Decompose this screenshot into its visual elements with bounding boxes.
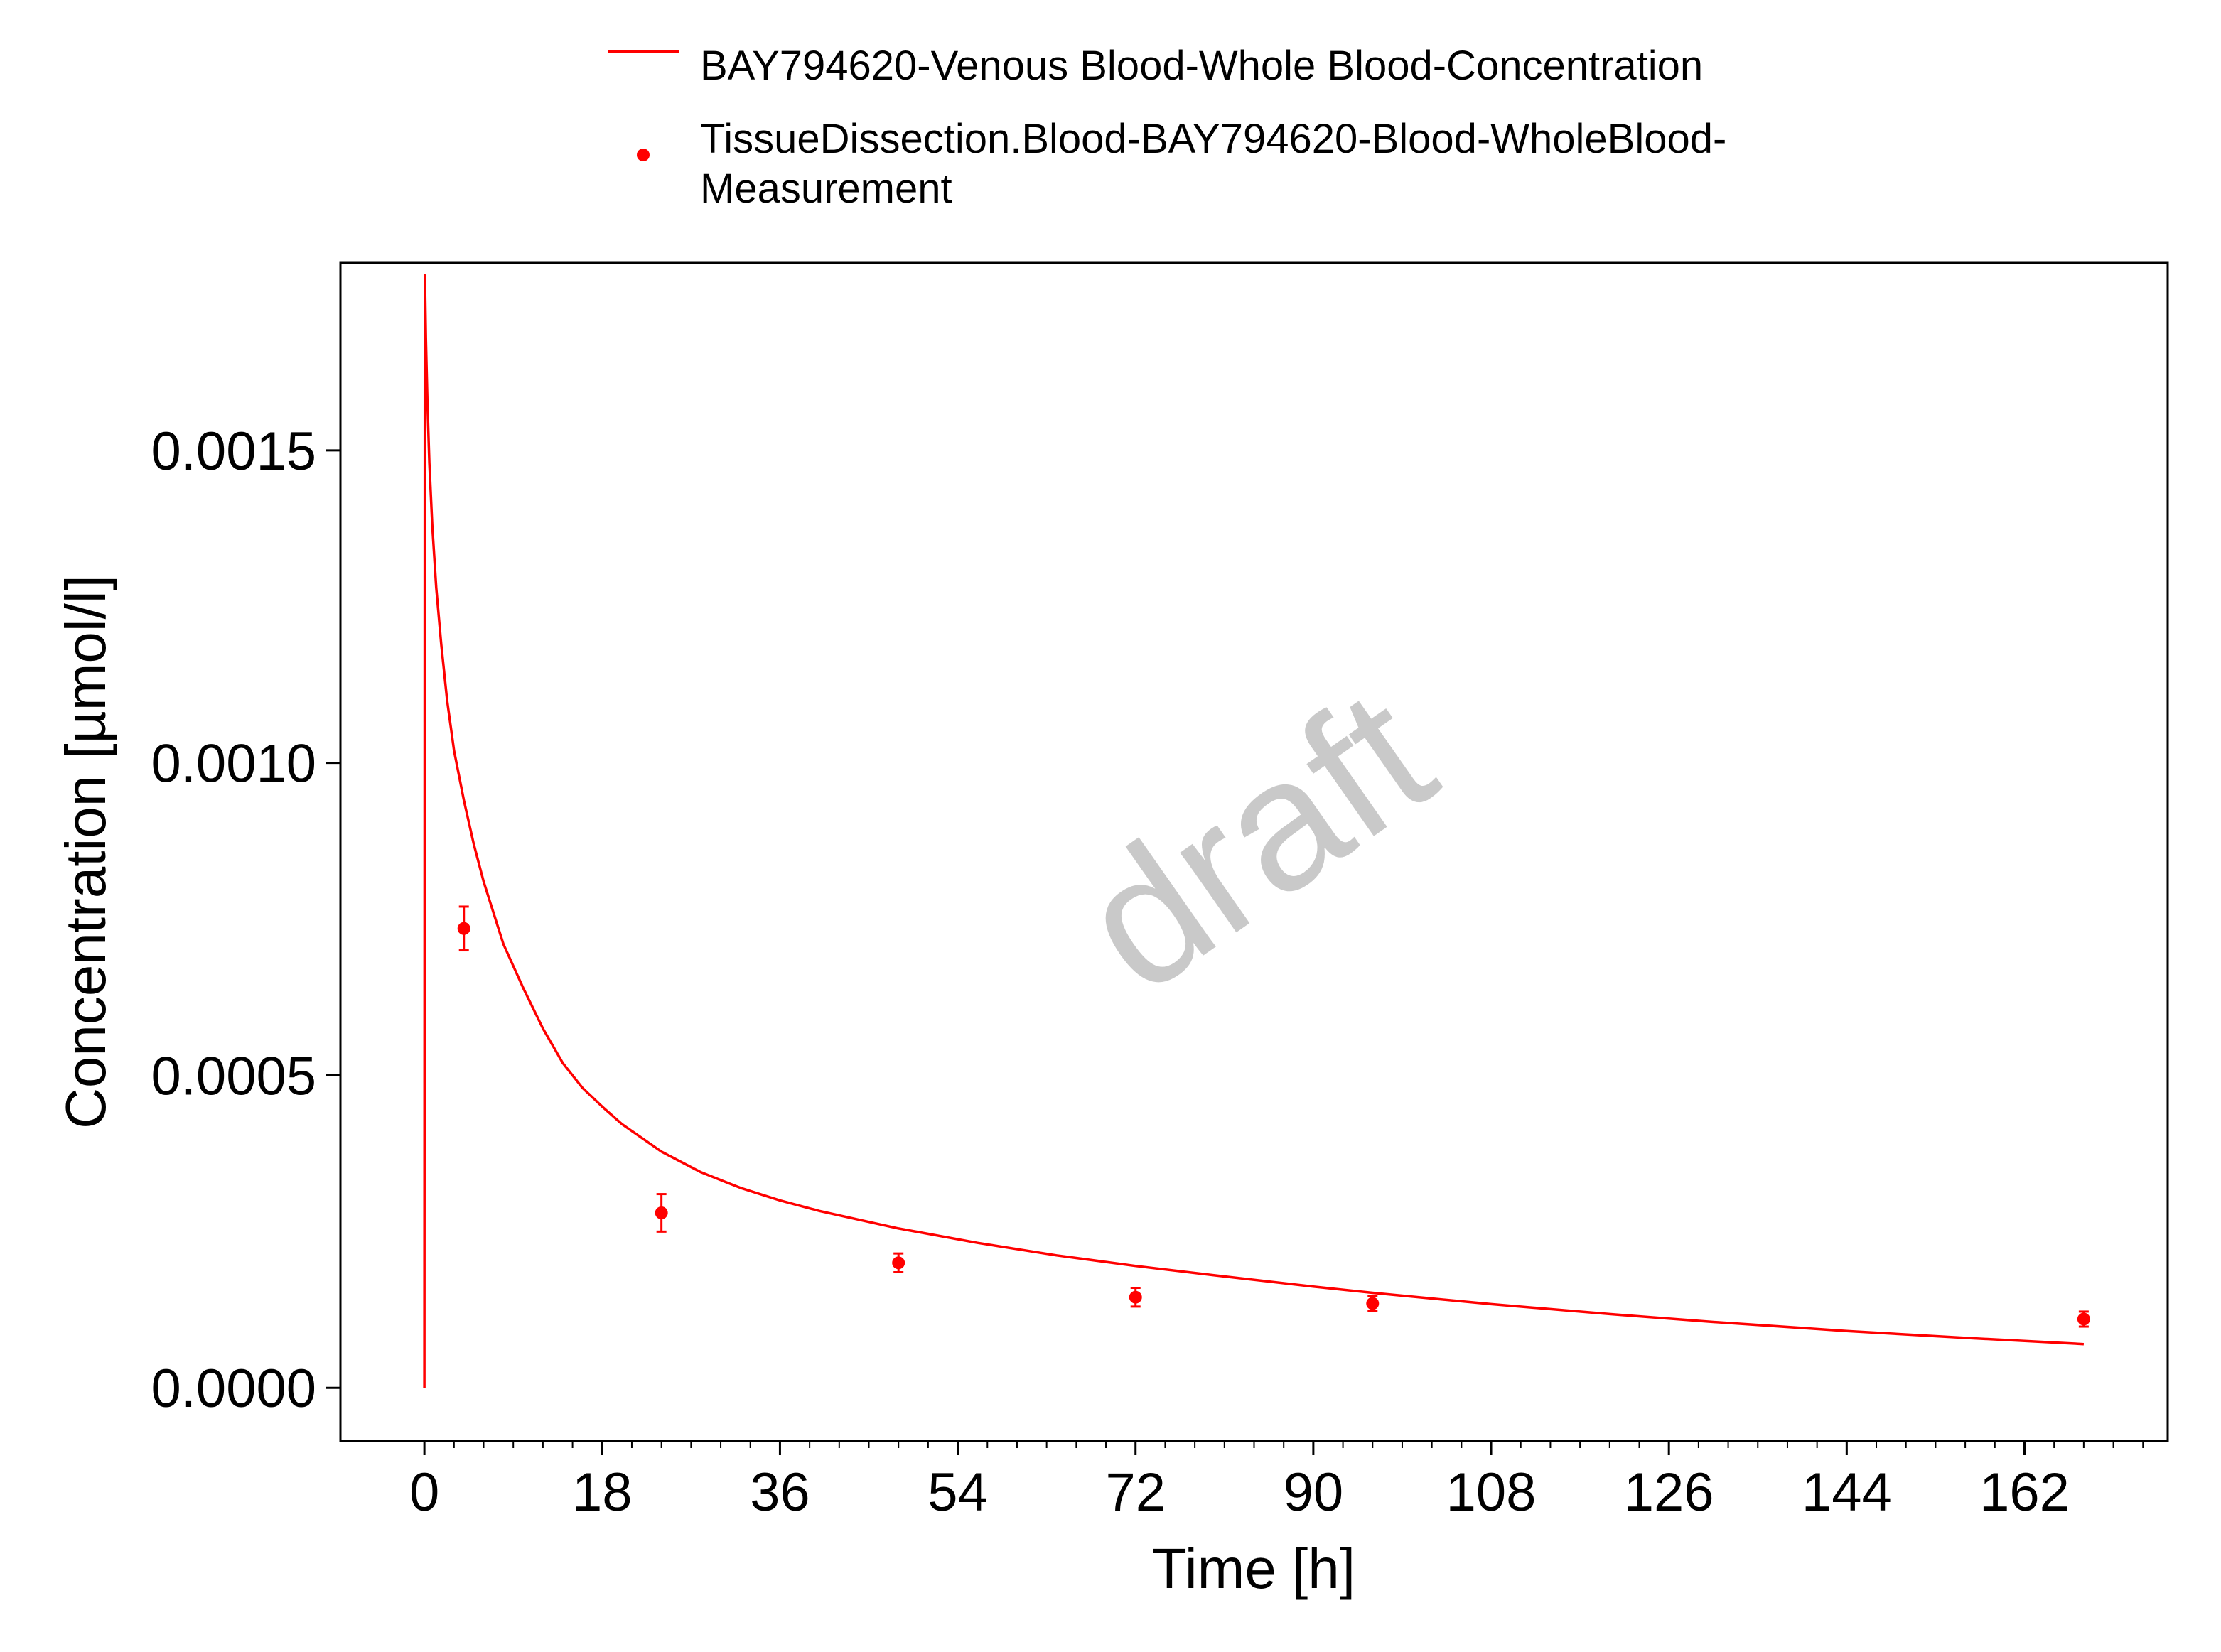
x-tick-label: 90 xyxy=(1284,1462,1344,1523)
x-tick-label: 0 xyxy=(409,1462,439,1523)
y-axis: 0.0000 0.0005 0.0010 0.0015 xyxy=(151,421,340,1419)
x-tick-label: 162 xyxy=(1979,1462,2070,1523)
x-tick-label: 144 xyxy=(1802,1462,1892,1523)
data-point xyxy=(655,1206,668,1219)
y-tick-label: 0.0005 xyxy=(151,1046,316,1106)
x-tick-label: 54 xyxy=(927,1462,988,1523)
data-point xyxy=(1366,1297,1380,1310)
x-tick-label: 126 xyxy=(1624,1462,1714,1523)
legend: BAY794620-Venous Blood-Whole Blood-Conce… xyxy=(608,43,1726,212)
x-tick-label: 18 xyxy=(572,1462,633,1523)
x-tick-label: 36 xyxy=(750,1462,810,1523)
x-axis: 0 18 36 54 72 90 108 126 144 162 xyxy=(409,1441,2144,1523)
legend-label-line: BAY794620-Venous Blood-Whole Blood-Conce… xyxy=(700,43,1703,89)
y-axis-title: Concentration [µmol/l] xyxy=(54,575,117,1129)
x-axis-title: Time [h] xyxy=(1152,1537,1355,1600)
x-tick-label: 108 xyxy=(1446,1462,1537,1523)
legend-label-point-1: TissueDissection.Blood-BAY794620-Blood-W… xyxy=(700,116,1726,162)
y-tick-label: 0.0015 xyxy=(151,421,316,482)
x-tick-label: 72 xyxy=(1105,1462,1166,1523)
watermark: draft xyxy=(1046,650,1468,1031)
legend-point-swatch xyxy=(637,149,650,161)
legend-label-point-2: Measurement xyxy=(700,166,952,212)
series-layer xyxy=(423,274,2090,1388)
series-line xyxy=(423,274,2084,1388)
data-point xyxy=(892,1256,905,1270)
data-point xyxy=(1129,1290,1142,1304)
data-point xyxy=(2077,1312,2090,1326)
data-point xyxy=(457,922,470,935)
y-tick-label: 0.0010 xyxy=(151,734,316,794)
y-tick-label: 0.0000 xyxy=(151,1359,316,1419)
